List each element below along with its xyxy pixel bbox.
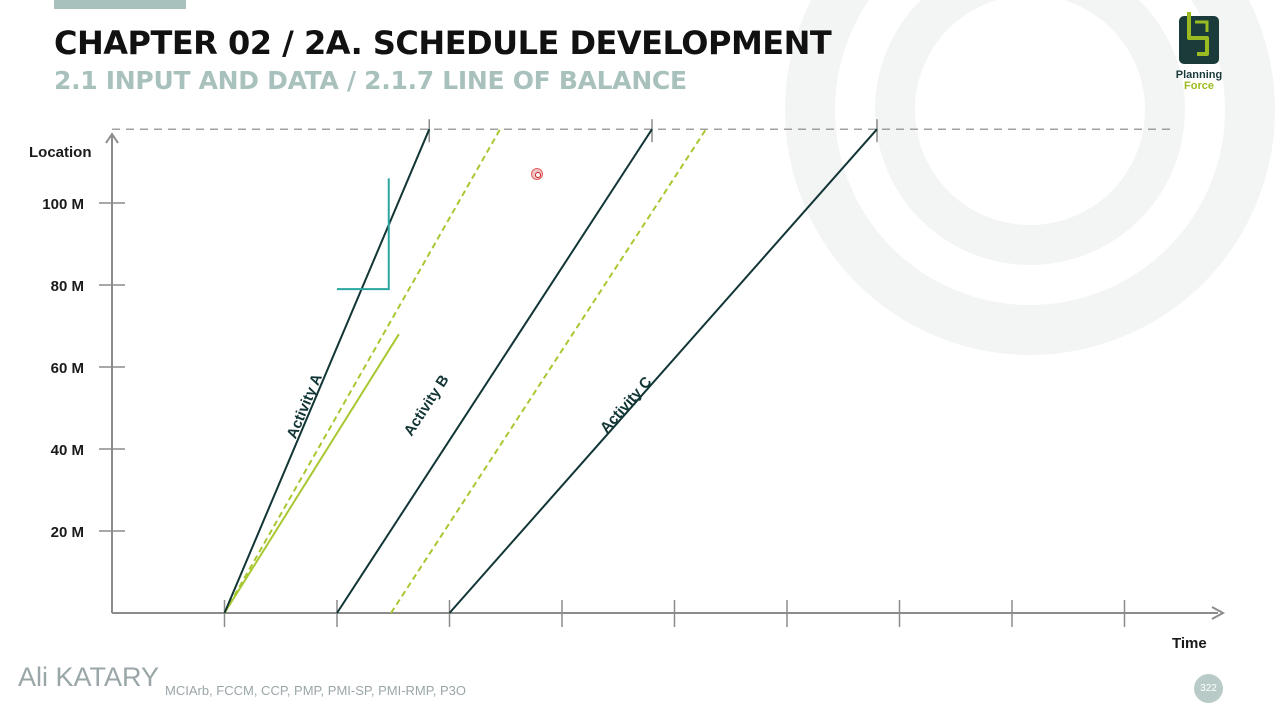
cursor-pointer-icon xyxy=(531,168,543,180)
x-axis-arrow xyxy=(1211,606,1226,620)
y-axis-label: Location xyxy=(29,144,92,161)
buffer-line-solid xyxy=(223,333,400,614)
page-number-badge: 322 xyxy=(1194,674,1223,703)
activity-line xyxy=(336,128,653,614)
activity-label: Activity B xyxy=(401,372,453,439)
activity-label: Activity A xyxy=(284,371,326,441)
section-title: 2.1 INPUT AND DATA / 2.1.7 LINE OF BALAN… xyxy=(54,66,687,95)
y-tick-label: 40 M xyxy=(51,442,84,459)
y-axis-arrow xyxy=(105,132,119,144)
buffer-line xyxy=(390,128,707,614)
y-tick-label: 100 M xyxy=(42,196,84,213)
author-credentials: MCIArb, FCCM, CCP, PMP, PMI-SP, PMI-RMP,… xyxy=(165,683,466,698)
chapter-title: CHAPTER 02 / 2A. SCHEDULE DEVELOPMENT xyxy=(54,24,832,62)
y-tick-label: 80 M xyxy=(51,278,84,295)
logo-text-planning: Planning xyxy=(1175,69,1223,81)
activity-line xyxy=(448,128,878,614)
author-name: Ali KATARY xyxy=(18,662,160,692)
cursor-pointer-center xyxy=(535,172,541,178)
y-tick-label: 20 M xyxy=(51,524,84,541)
logo-text-force: Force xyxy=(1184,80,1214,92)
planning-force-logo-icon xyxy=(1179,12,1219,64)
y-tick-label: 60 M xyxy=(51,360,84,377)
activity-label: Activity C xyxy=(597,373,656,436)
top-accent-bar xyxy=(54,0,186,9)
rate-triangle xyxy=(337,178,390,291)
planning-force-logo: Planning Force xyxy=(1170,8,1228,98)
buffer-line xyxy=(223,128,501,614)
activity-line xyxy=(223,128,431,614)
x-axis-label: Time xyxy=(1172,635,1207,652)
